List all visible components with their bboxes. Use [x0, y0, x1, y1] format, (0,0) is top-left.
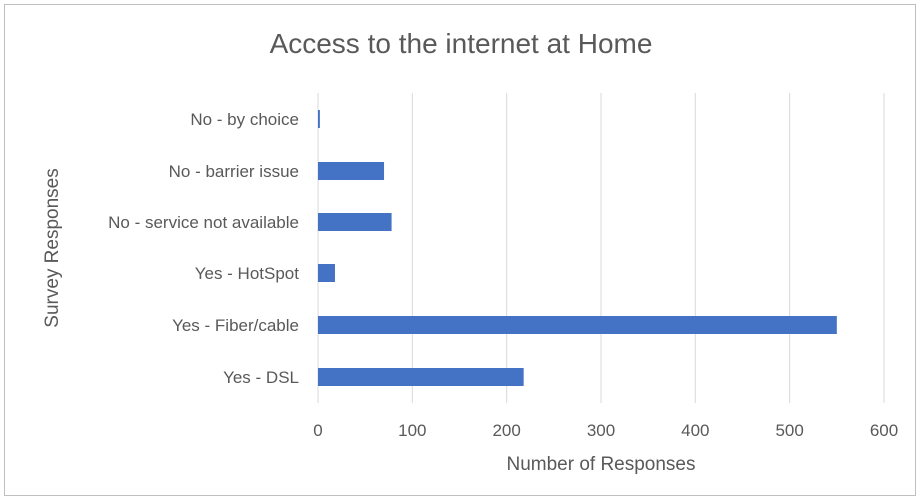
x-tick-label: 600: [870, 421, 898, 440]
x-tick-label: 400: [681, 421, 709, 440]
x-tick-label: 200: [492, 421, 520, 440]
category-label: No - service not available: [108, 213, 299, 232]
x-tick-label: 300: [587, 421, 615, 440]
x-tick-labels: 0 100 200 300 400 500 600: [313, 421, 898, 440]
chart-title: Access to the internet at Home: [269, 28, 653, 59]
bar: [318, 264, 335, 282]
x-tick-label: 0: [313, 421, 322, 440]
category-label: Yes - DSL: [223, 368, 299, 387]
bar: [318, 110, 320, 128]
category-label: No - barrier issue: [169, 162, 299, 181]
chart-area: [4, 4, 916, 496]
x-tick-label: 500: [775, 421, 803, 440]
bars: [318, 110, 837, 386]
x-tick-label: 100: [398, 421, 426, 440]
bar: [318, 162, 385, 180]
x-axis-title: Number of Responses: [506, 454, 695, 475]
category-label: Yes - HotSpot: [195, 264, 300, 283]
bar: [318, 213, 392, 231]
y-axis-title: Survey Responses: [42, 168, 63, 327]
category-label: No - by choice: [190, 110, 299, 129]
gridlines: [317, 93, 885, 403]
category-label: Yes - Fiber/cable: [172, 316, 299, 335]
category-labels: No - by choice No - barrier issue No - ser…: [108, 110, 299, 387]
bar: [318, 368, 524, 386]
bar: [318, 316, 837, 334]
